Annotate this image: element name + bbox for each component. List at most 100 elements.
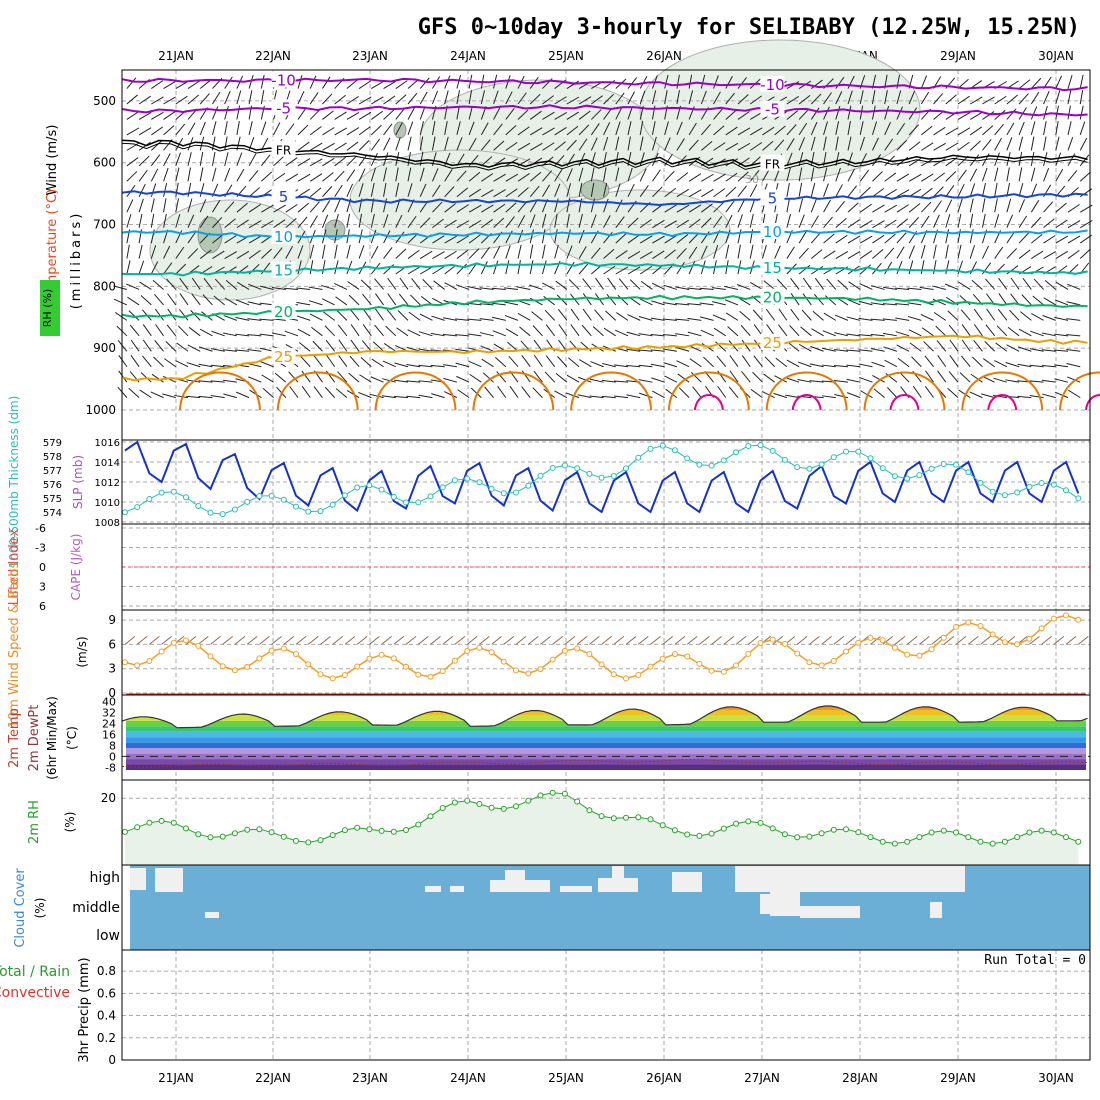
rh2m-marker xyxy=(305,839,312,846)
wind-barb xyxy=(224,136,228,151)
wind-barb xyxy=(396,327,409,337)
wind-barb xyxy=(577,394,592,399)
wind10-speed-marker xyxy=(598,661,605,668)
wind10-barb xyxy=(943,636,955,645)
wind-barb xyxy=(699,302,714,306)
rh2m-marker xyxy=(476,801,483,807)
wind-barb xyxy=(578,376,592,383)
wind-barb xyxy=(570,324,580,337)
wind-barb xyxy=(296,315,311,321)
wind-barb xyxy=(786,167,791,182)
rh2m-marker xyxy=(1063,834,1069,841)
wind-barb xyxy=(1005,379,1020,383)
thickness-marker xyxy=(928,465,935,472)
wind-barb xyxy=(370,167,376,182)
wind-barb xyxy=(419,136,424,151)
rh2m-marker xyxy=(684,831,691,838)
rh-shaded-area-dark xyxy=(393,121,407,139)
wind-barb xyxy=(430,332,445,337)
wind-barb xyxy=(739,310,751,321)
thickness-marker xyxy=(317,508,324,515)
wind-barb xyxy=(422,278,433,290)
precip-tick-label: 0.6 xyxy=(97,986,116,1000)
thickness-tick-label: 578 xyxy=(43,452,62,463)
rh2m-marker xyxy=(341,827,348,834)
wind-barb xyxy=(236,121,240,135)
wind-barb xyxy=(297,328,311,337)
wind-barb xyxy=(602,362,616,368)
wind-barb xyxy=(1055,250,1069,259)
wind-barb xyxy=(676,138,685,151)
contour-label-bg xyxy=(271,99,296,116)
wind-barb xyxy=(334,111,347,120)
wind-barb xyxy=(921,187,933,198)
wind-barb xyxy=(406,395,421,399)
wind-barb xyxy=(394,362,409,368)
date-label-top: 30JAN xyxy=(1038,49,1074,63)
wind-barb xyxy=(847,185,858,198)
wind10-barb xyxy=(161,636,172,645)
wind10-barb xyxy=(149,636,160,645)
wind10-speed-marker xyxy=(280,645,287,652)
wind-barb xyxy=(271,287,286,290)
wind-barb xyxy=(664,375,678,383)
wind-barb xyxy=(961,324,971,337)
wind-barb xyxy=(371,110,383,120)
wind-barb xyxy=(945,94,957,105)
date-label-top: 24JAN xyxy=(450,49,486,63)
wind-barb xyxy=(858,349,873,352)
wind-barb xyxy=(774,139,785,151)
rh2m-marker xyxy=(549,789,556,796)
wind-barb xyxy=(761,390,775,399)
wind-barb xyxy=(1043,201,1054,213)
wind-barb xyxy=(957,183,965,197)
wind-barb xyxy=(225,280,238,290)
wind-barb xyxy=(372,341,384,352)
wind-barb xyxy=(664,90,668,105)
wind-barb xyxy=(480,261,488,275)
wind-barb xyxy=(1066,363,1081,368)
wind-barb xyxy=(729,370,739,383)
date-label-top: 22JAN xyxy=(255,49,291,63)
wind-barb xyxy=(198,395,213,399)
wind-barb xyxy=(505,173,519,182)
wind-barb xyxy=(797,361,812,368)
wind-barb xyxy=(334,283,348,290)
wind-barb xyxy=(1054,316,1069,321)
contour-line-30 xyxy=(570,371,653,411)
wind-barb xyxy=(262,387,274,399)
wind-barb xyxy=(859,153,867,167)
wind10-speed-marker xyxy=(940,634,947,641)
rh2m-marker xyxy=(733,820,739,827)
wind-barb xyxy=(700,123,711,136)
wind-barb xyxy=(519,326,531,337)
wind10-barb xyxy=(540,636,551,645)
wind-barb xyxy=(846,364,861,368)
wind-barb xyxy=(958,389,971,399)
thickness-marker xyxy=(574,465,581,472)
wind-barb xyxy=(493,189,506,198)
wind-barb xyxy=(374,324,384,337)
wind10-barb xyxy=(136,636,148,645)
wind-barb xyxy=(298,342,311,352)
date-label-bottom: 21JAN xyxy=(158,1071,194,1085)
rh2m-marker xyxy=(537,792,544,799)
wind-barb xyxy=(699,287,714,290)
wind-barb xyxy=(383,123,393,136)
wind-barb xyxy=(493,217,505,229)
wind-barb xyxy=(737,214,743,228)
wind-barb xyxy=(1055,219,1068,229)
wind-barb xyxy=(717,370,727,383)
wind10-barb xyxy=(271,636,282,645)
wind-barb xyxy=(456,137,463,151)
wind-barb xyxy=(202,294,213,306)
wind-barb xyxy=(142,355,152,368)
wind-barb xyxy=(688,232,700,244)
wind-barb xyxy=(789,325,800,337)
wind-barb xyxy=(383,95,396,105)
wind-barb xyxy=(418,364,433,368)
wind-barb xyxy=(606,293,617,306)
wind-barb xyxy=(847,152,853,166)
temp-tick-label: 40 xyxy=(102,696,116,709)
rh2m-marker xyxy=(329,832,336,839)
